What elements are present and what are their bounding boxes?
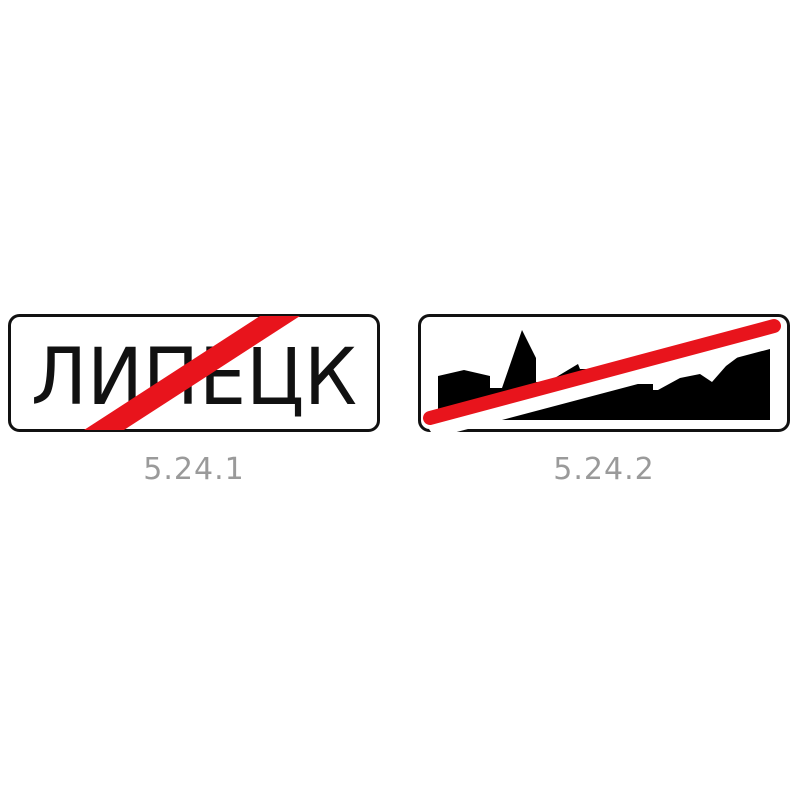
sign-caption: 5.24.2 bbox=[553, 452, 655, 487]
red-strike-line bbox=[423, 319, 781, 425]
city-name-end-sign-graphic: ЛИПЕЦК bbox=[8, 314, 380, 432]
sign-caption: 5.24.1 bbox=[143, 452, 245, 487]
settlement-silhouette-end-sign bbox=[418, 314, 790, 432]
red-strike-line bbox=[84, 316, 300, 430]
settlement-silhouette-end-sign-graphic bbox=[418, 314, 790, 432]
city-name-end-sign: ЛИПЕЦК bbox=[8, 314, 380, 432]
strike-gap bbox=[428, 324, 784, 432]
